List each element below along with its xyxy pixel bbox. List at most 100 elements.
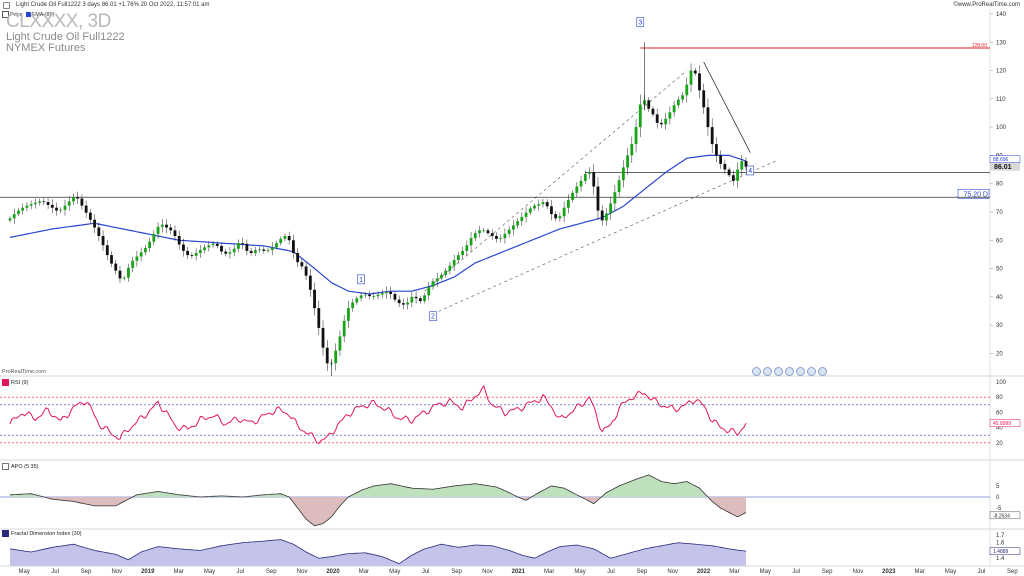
fdi-axis-tick: 1.7 <box>996 533 1005 539</box>
candle-body <box>723 163 727 170</box>
candle-body <box>194 252 198 256</box>
candle-body <box>672 105 676 113</box>
candle-body <box>50 204 54 208</box>
candle-body <box>727 169 731 176</box>
candle-body <box>279 238 283 244</box>
ema-swatch-icon <box>25 11 31 17</box>
candle-body <box>719 155 723 164</box>
candle-body <box>456 255 460 261</box>
candle-body <box>715 144 718 156</box>
window-icon[interactable] <box>3 1 10 9</box>
candle-body <box>736 169 739 181</box>
candle-body <box>609 203 613 214</box>
x-axis-tick: Nov <box>112 569 123 575</box>
candle-body <box>495 236 498 239</box>
legend-ema[interactable]: EMA (89) <box>25 11 54 18</box>
candle-body <box>88 212 92 220</box>
candle-body <box>207 245 211 248</box>
x-axis-tick: Mar <box>915 569 925 575</box>
x-axis-tick: Sep <box>451 569 462 575</box>
x-axis-tick: May <box>204 569 215 575</box>
candle-body <box>647 100 651 109</box>
x-axis-tick: May <box>389 569 400 575</box>
candle-body <box>105 245 109 256</box>
candle-body <box>406 302 410 305</box>
rsi-axis-tick: 100 <box>996 380 1007 386</box>
ema-value-label: 88.696 <box>993 157 1009 163</box>
candle-body <box>33 202 37 205</box>
candle-body <box>693 70 697 74</box>
nav-dot-icon[interactable] <box>796 367 805 376</box>
candle-body <box>626 155 629 168</box>
nav-dot-icon[interactable] <box>752 367 761 376</box>
candle-body <box>676 99 680 106</box>
candle-body <box>393 293 397 300</box>
candle-body <box>592 172 596 187</box>
candle-body <box>372 296 376 297</box>
x-axis-tick: Mar <box>359 569 369 575</box>
fdi-area <box>10 539 747 566</box>
nav-dot-icon[interactable] <box>807 367 816 376</box>
navigation-dots[interactable] <box>752 367 827 376</box>
fdi-swatch-icon <box>2 530 9 537</box>
candle-body <box>152 233 156 242</box>
candle-body <box>710 127 714 145</box>
nav-dot-icon[interactable] <box>818 367 827 376</box>
rsi-value-tag <box>989 419 1021 427</box>
candle-body <box>334 350 338 364</box>
watermark: ProRealTime.com <box>2 369 46 375</box>
candle-body <box>241 243 245 244</box>
x-axis-tick: Jul <box>978 569 986 575</box>
candle-body <box>177 236 181 245</box>
candle-body <box>237 243 240 249</box>
candle-body <box>169 227 173 231</box>
candle-body <box>118 270 122 279</box>
candle-body <box>97 227 101 237</box>
candle-body <box>431 281 435 287</box>
candle-body <box>38 201 42 203</box>
channel-lower-line <box>432 160 776 315</box>
rsi-axis-tick: 40 <box>996 426 1003 432</box>
legend-price[interactable]: Price <box>2 11 23 18</box>
candle-body <box>685 84 689 96</box>
candle-body <box>588 172 591 174</box>
candle-body <box>469 238 473 246</box>
candle-body <box>101 236 105 246</box>
candle-body <box>262 249 266 251</box>
candle-body <box>490 233 494 237</box>
price-axis-tick: 60 <box>996 238 1003 244</box>
price-axis-tick: 100 <box>996 125 1007 131</box>
rsi-title: RSI (9) <box>2 379 28 386</box>
nav-dot-icon[interactable] <box>785 367 794 376</box>
x-axis-tick: Mar <box>544 569 554 575</box>
price-axis-tick: 20 <box>996 351 1003 357</box>
candle-body <box>131 260 135 268</box>
fdi-title: Fractal Dimension Index (30) <box>2 530 82 537</box>
candle-body <box>380 293 384 295</box>
candle-body <box>190 255 194 256</box>
candle-body <box>245 243 249 251</box>
candle-body <box>376 294 380 297</box>
candle-body <box>520 216 524 222</box>
x-axis-tick: Nov <box>297 569 308 575</box>
x-axis-tick: 2020 <box>326 569 340 575</box>
apo-title: APO (5 35) <box>2 463 39 470</box>
nav-dot-icon[interactable] <box>763 367 772 376</box>
x-axis-tick: Jul <box>237 569 245 575</box>
candle-body <box>617 180 621 193</box>
candle-body <box>114 263 118 271</box>
wave-marker-label: 1 <box>359 277 363 284</box>
candle-body <box>664 118 668 125</box>
candle-body <box>283 236 287 239</box>
x-axis-tick: Sep <box>822 569 833 575</box>
candle-body <box>634 127 638 145</box>
candle-body <box>215 243 219 246</box>
price-axis-tick: 80 <box>996 182 1003 188</box>
wave-marker-label: 4 <box>748 168 752 175</box>
symbol-ticker: CLXXXX, 3D <box>6 11 111 32</box>
nav-dot-icon[interactable] <box>774 367 783 376</box>
candle-body <box>410 296 414 303</box>
candle-body <box>486 230 490 234</box>
candle-body <box>84 205 88 213</box>
candle-body <box>541 202 545 205</box>
